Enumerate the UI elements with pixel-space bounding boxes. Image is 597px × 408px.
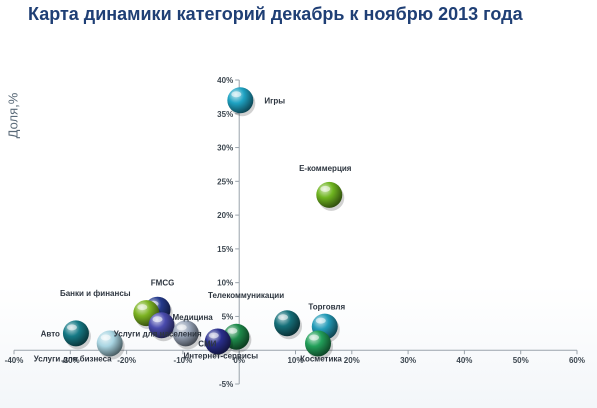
y-tick-label: 30% — [217, 144, 233, 153]
y-tick-label: 40% — [217, 76, 233, 85]
bubble-highlight — [137, 304, 148, 311]
bubble-косметика — [305, 330, 332, 357]
bubble-highlight — [231, 91, 242, 98]
y-tick-label: 10% — [217, 279, 233, 288]
x-tick-label: 60% — [569, 356, 585, 365]
bubble-highlight — [152, 316, 163, 323]
x-tick-label: 20% — [344, 356, 360, 365]
bubble-телекоммуникации — [274, 310, 301, 337]
bubble-highlight — [208, 332, 219, 339]
y-tick-label: 25% — [217, 177, 233, 186]
bubble-highlight — [66, 324, 77, 331]
bubble-label: Косметика — [300, 354, 342, 363]
chart-title: Карта динамики категорий декабрь к ноябр… — [28, 4, 523, 24]
bubble-авто — [62, 320, 89, 347]
bubble-highlight — [100, 334, 111, 341]
bubble-highlight — [309, 334, 320, 341]
bubble-label: Банки и финансы — [60, 289, 131, 298]
y-tick-label: 35% — [217, 110, 233, 119]
y-tick-label: 15% — [217, 245, 233, 254]
x-tick-label: -20% — [117, 356, 136, 365]
bubble-label: СМИ — [198, 340, 216, 349]
bubble-label: Торговля — [308, 303, 345, 312]
bubble-highlight — [278, 314, 289, 321]
bubble-label: E-коммерция — [299, 164, 352, 173]
x-tick-label: 0% — [233, 356, 245, 365]
y-tick-label: 5% — [222, 312, 234, 321]
y-tick-label: 20% — [217, 211, 233, 220]
x-tick-label: -10% — [174, 356, 193, 365]
bubble-highlight — [315, 317, 326, 324]
x-tick-label: -30% — [61, 356, 80, 365]
bubble-label: FMCG — [151, 279, 175, 288]
bubble-label: Игры — [264, 96, 285, 105]
bubble-highlight — [176, 324, 187, 331]
bubble-label: Телекоммуникации — [208, 291, 284, 300]
x-tick-label: 10% — [287, 356, 303, 365]
bubble-highlight — [320, 185, 331, 192]
bubble-highlight — [227, 327, 238, 334]
bubble-e-коммерция — [316, 181, 343, 208]
x-tick-label: -40% — [5, 356, 24, 365]
bubble-label: Медицина — [173, 313, 214, 322]
bubble-label: Услуги для населения — [114, 329, 202, 338]
bubble-label: Интернет-сервисы — [184, 351, 259, 360]
bubble-игры — [227, 87, 254, 114]
bubble-label: Авто — [41, 329, 60, 338]
x-tick-label: 50% — [513, 356, 529, 365]
x-tick-label: 40% — [456, 356, 472, 365]
bubble-label: Услуги для бизнеса — [34, 354, 112, 363]
x-tick-label: 30% — [400, 356, 416, 365]
y-tick-label: -5% — [219, 380, 233, 389]
